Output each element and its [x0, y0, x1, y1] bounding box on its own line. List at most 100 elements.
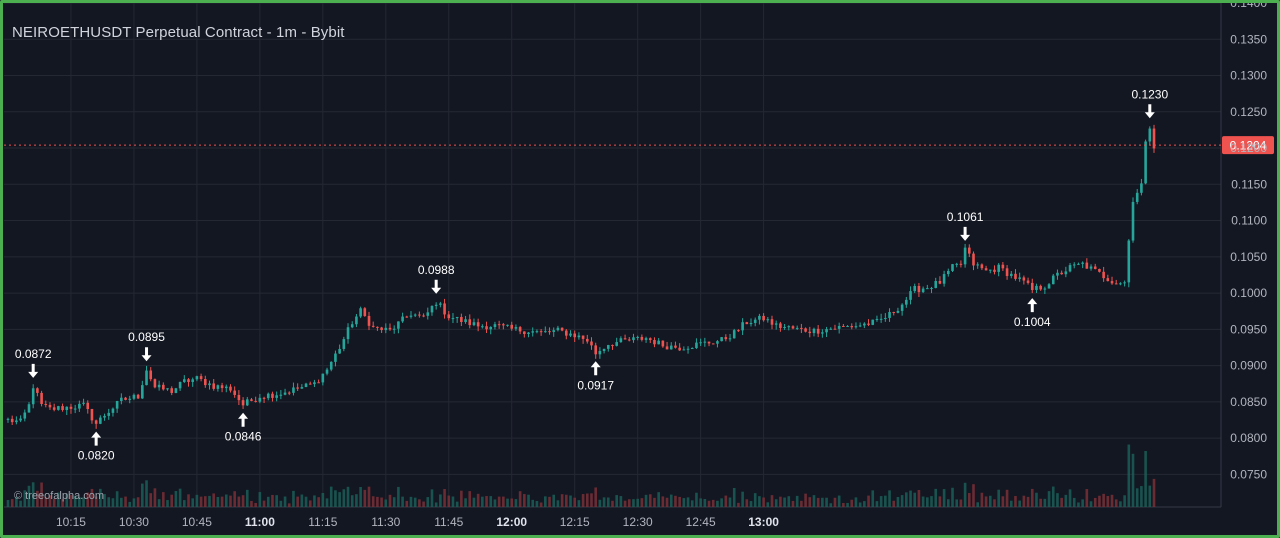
- candle-body: [502, 324, 505, 326]
- volume-bar: [1140, 486, 1143, 507]
- candle-body: [686, 348, 690, 350]
- candle-body: [300, 387, 304, 389]
- arrow-up-icon: [1027, 298, 1038, 313]
- volume-bar: [552, 494, 556, 507]
- candle-body: [565, 330, 568, 336]
- candle-body: [1131, 201, 1135, 241]
- candle-body: [350, 324, 354, 328]
- candle-body: [174, 388, 178, 393]
- volume-bar: [350, 495, 354, 507]
- candle-body: [128, 398, 132, 400]
- candle-body: [153, 379, 157, 388]
- volume-bar: [1005, 489, 1009, 507]
- volume-bar: [963, 482, 967, 507]
- candle-body: [640, 336, 644, 340]
- candle-body: [262, 397, 266, 399]
- volume-bar: [187, 494, 190, 507]
- volume-bar: [65, 493, 69, 507]
- volume-bar: [569, 495, 572, 507]
- candle-body: [728, 338, 732, 340]
- volume-bar: [1123, 495, 1126, 507]
- candle-body: [359, 308, 362, 317]
- candle-body: [1148, 128, 1152, 142]
- candle-body: [665, 346, 669, 350]
- candle-body: [86, 402, 90, 410]
- candle-body: [363, 308, 367, 316]
- candle-body: [884, 317, 887, 319]
- candle-body: [573, 333, 577, 338]
- x-tick-label: 12:15: [560, 515, 590, 529]
- volume-bar: [317, 497, 320, 507]
- candle-body: [959, 263, 963, 265]
- volume-bar: [598, 499, 602, 507]
- volume-bar: [409, 496, 413, 507]
- volume-bar: [888, 490, 891, 507]
- volume-bar: [711, 499, 715, 507]
- volume-bar: [149, 493, 153, 507]
- volume-bar: [997, 489, 1000, 507]
- price-axis[interactable]: 0.1400 0.1350 0.1300 0.1250 0.1200 0.1150 0.11…: [1230, 0, 1267, 481]
- volume-bar: [1068, 489, 1072, 507]
- candle-body: [103, 415, 106, 418]
- volume-bar: [577, 500, 581, 507]
- volume-bar: [476, 493, 480, 507]
- volume-bar: [15, 496, 18, 507]
- candle-body: [283, 392, 287, 395]
- volume-bar: [1047, 491, 1051, 507]
- volume-bar: [795, 495, 799, 507]
- candle-body: [342, 339, 346, 349]
- candle-body: [82, 402, 85, 404]
- chart-title: NEIROETHUSDT Perpetual Contract - 1m - B…: [12, 24, 345, 41]
- candle-body: [287, 392, 291, 394]
- candle-body: [560, 327, 564, 331]
- volume-bar: [669, 494, 673, 507]
- candle-body: [1098, 268, 1101, 272]
- volume-bar: [1051, 486, 1055, 507]
- volume-bar: [1001, 496, 1005, 507]
- volume-bar: [741, 491, 744, 507]
- y-tick-label: 0.0800: [1230, 431, 1267, 445]
- candle-body: [27, 404, 31, 413]
- volume-bar: [938, 496, 942, 507]
- candle-body: [695, 342, 698, 349]
- candle-body: [1085, 262, 1089, 269]
- volume-bar: [1018, 500, 1021, 507]
- candle-body: [846, 326, 849, 328]
- candle-body: [774, 323, 778, 325]
- volume-bar: [762, 497, 765, 507]
- candle-body: [682, 349, 686, 351]
- candle-body: [514, 327, 518, 329]
- volume-bar: [560, 494, 564, 507]
- candle-body: [460, 316, 463, 323]
- arrow-down-icon: [431, 279, 442, 294]
- y-tick-label: 0.0950: [1230, 322, 1267, 336]
- volume-bar: [808, 497, 812, 507]
- volume-bar: [1135, 488, 1139, 507]
- volume-bar: [287, 503, 291, 507]
- volume-bar: [1030, 488, 1034, 507]
- volume-bar: [313, 495, 316, 507]
- arrow-down-icon: [960, 226, 971, 241]
- volume-bar: [283, 496, 287, 507]
- volume-bar: [460, 490, 463, 507]
- volume-bar: [686, 497, 690, 507]
- candle-body: [615, 342, 618, 346]
- volume-bar: [926, 497, 929, 507]
- candle-body: [892, 312, 896, 314]
- candle-body: [577, 335, 581, 338]
- volume-bar: [514, 499, 518, 507]
- time-axis[interactable]: 10:15 10:30 10:45 11:00 11:15 11:30 11:45 12:00…: [56, 515, 779, 529]
- volume-bar: [787, 496, 791, 507]
- volume-bar: [69, 495, 73, 507]
- candle-body: [69, 406, 73, 409]
- volume-bar: [896, 496, 900, 507]
- candle-body: [611, 345, 614, 347]
- volume-bar: [640, 498, 644, 507]
- volume-bar: [1026, 496, 1030, 507]
- volume-bar: [90, 488, 94, 507]
- volume-bar: [497, 496, 501, 507]
- candle-body: [921, 288, 925, 293]
- candle-body: [321, 373, 325, 383]
- candle-body: [57, 406, 60, 410]
